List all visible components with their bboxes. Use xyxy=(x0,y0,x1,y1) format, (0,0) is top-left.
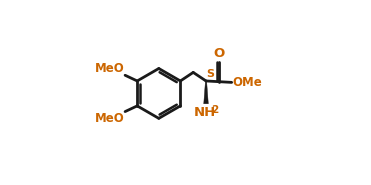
Text: S: S xyxy=(207,69,215,79)
Text: 2: 2 xyxy=(211,105,219,115)
Text: OMe: OMe xyxy=(233,76,262,89)
Text: MeO: MeO xyxy=(95,112,124,125)
Text: O: O xyxy=(213,47,224,60)
Text: NH: NH xyxy=(194,106,216,119)
Polygon shape xyxy=(204,81,208,104)
Text: MeO: MeO xyxy=(95,62,124,75)
